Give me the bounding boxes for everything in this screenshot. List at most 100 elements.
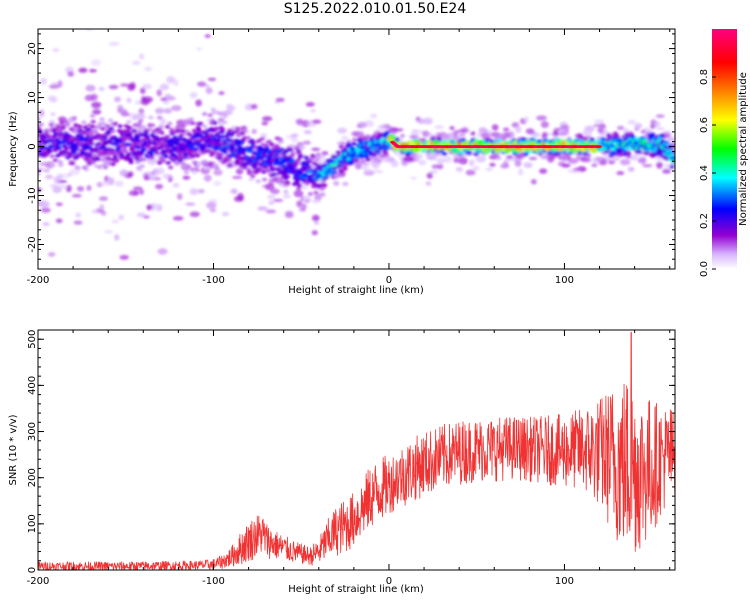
spectrogram-cell — [57, 184, 68, 189]
spectrogram-xtick-label: 100 — [555, 275, 574, 286]
spectrogram-cell — [431, 164, 439, 169]
spectrogram-cell — [143, 174, 150, 181]
spectrogram-cell — [73, 123, 79, 127]
spectrogram-cell — [247, 149, 254, 154]
spectrogram-cell — [361, 162, 370, 166]
spectrogram-cell — [42, 222, 50, 226]
spectrogram-cell — [152, 145, 158, 150]
spectrogram-ylabel: Frequency (Hz) — [8, 111, 19, 187]
spectrogram-cell — [55, 124, 62, 128]
spectrogram-cell — [458, 133, 466, 138]
spectrogram-cell — [626, 151, 632, 156]
spectrogram-ytick-label: 0 — [27, 143, 38, 149]
spectrogram-cell — [521, 137, 527, 142]
spectrogram-cell — [525, 128, 535, 135]
spectrogram-cell — [401, 161, 408, 167]
spectrogram-cell — [472, 165, 480, 171]
spectrogram-cell — [230, 188, 238, 195]
spectrogram-cell — [128, 190, 139, 196]
spectrogram-cell — [436, 163, 444, 170]
spectrogram-cell — [77, 124, 83, 129]
spectrogram-cell — [139, 164, 145, 168]
spectrogram-cell — [154, 107, 165, 114]
spectrogram-cell — [656, 148, 663, 153]
spectrogram-cell — [136, 124, 147, 130]
spectrogram-cell — [305, 102, 315, 107]
snr-xtick-label: 100 — [555, 576, 574, 587]
spectrogram-cell — [154, 151, 160, 156]
spectrogram-core — [597, 145, 602, 148]
spectrogram-cell — [626, 120, 637, 125]
spectrogram-cell — [410, 129, 419, 137]
spectrogram-cell — [485, 167, 493, 171]
spectrogram-cell — [491, 124, 499, 131]
spectrogram-cell — [497, 138, 503, 143]
spectrogram-cell — [540, 121, 549, 129]
spectrogram-cell — [301, 203, 307, 210]
spectrogram-cell — [142, 83, 152, 90]
spectrogram-cell — [203, 160, 209, 165]
spectrogram-cell — [288, 148, 294, 152]
spectrogram-cell — [104, 141, 110, 145]
spectrogram-cell — [131, 128, 137, 133]
spectrogram-cell — [552, 130, 559, 136]
snr-xtick-label: -100 — [202, 576, 225, 587]
spectrogram-cell — [365, 157, 371, 162]
spectrogram-cell — [95, 157, 101, 162]
spectrogram-cell — [239, 141, 245, 145]
spectrogram-cell — [634, 123, 643, 129]
spectrogram-cell — [518, 168, 524, 176]
spectrogram-cell — [89, 124, 96, 129]
spectrogram-cell — [315, 152, 321, 157]
spectrogram-cell — [322, 183, 328, 187]
spectrogram-cell — [203, 174, 212, 182]
spectrogram-cell — [191, 170, 197, 175]
spectrogram-cell — [158, 124, 164, 129]
spectrogram-cell — [75, 166, 81, 170]
spectrogram-cell — [466, 151, 472, 156]
colorbar-tick-label: 0.6 — [699, 117, 710, 133]
spectrogram-cell — [81, 120, 87, 125]
spectrogram-cell — [132, 61, 141, 65]
spectrogram-cell — [296, 200, 303, 208]
spectrogram-cell — [71, 116, 77, 120]
spectrogram-cell — [276, 150, 282, 154]
spectrogram-cell — [126, 152, 132, 156]
spectrogram-cell — [39, 200, 50, 206]
spectrogram-cell — [50, 163, 56, 167]
spectrogram-cell — [594, 119, 605, 124]
spectrogram-cell — [310, 153, 316, 158]
spectrogram-cell — [310, 108, 316, 113]
spectrogram-cell — [141, 157, 147, 162]
spectrogram-cell — [278, 139, 284, 144]
spectrogram-cell — [250, 155, 256, 160]
spectrogram-cell — [265, 168, 271, 173]
spectrogram-cell — [337, 127, 347, 134]
spectrogram-cell — [109, 147, 115, 152]
spectrogram-cell — [143, 130, 149, 135]
spectrogram-cell — [56, 145, 62, 150]
spectrogram-cell — [39, 161, 49, 166]
spectrogram-cell — [157, 115, 163, 120]
spectrogram-cell — [148, 115, 154, 120]
spectrogram-cell — [198, 121, 204, 126]
spectrogram-cell — [178, 134, 184, 138]
spectrogram-cell — [90, 93, 98, 101]
spectrogram-cell — [89, 141, 95, 146]
spectrogram-cell — [388, 127, 399, 132]
spectrogram-cell — [91, 101, 102, 109]
spectrogram-ytick-label: -10 — [27, 187, 38, 203]
spectrogram-cell — [312, 119, 322, 124]
spectrogram-cell — [302, 173, 308, 177]
spectrogram-cell — [49, 184, 60, 188]
spectrogram-cell — [183, 170, 190, 175]
spectrogram-xtick-label: -100 — [202, 275, 225, 286]
spectrogram-cell — [185, 202, 196, 206]
spectrogram-cell — [97, 152, 103, 157]
spectrogram-cell — [388, 130, 395, 134]
spectrogram-cell — [57, 159, 63, 164]
spectrogram-cell — [40, 207, 51, 213]
spectrogram-cell — [660, 134, 666, 138]
spectrogram-cell — [338, 144, 344, 149]
spectrogram-cell — [656, 127, 665, 131]
